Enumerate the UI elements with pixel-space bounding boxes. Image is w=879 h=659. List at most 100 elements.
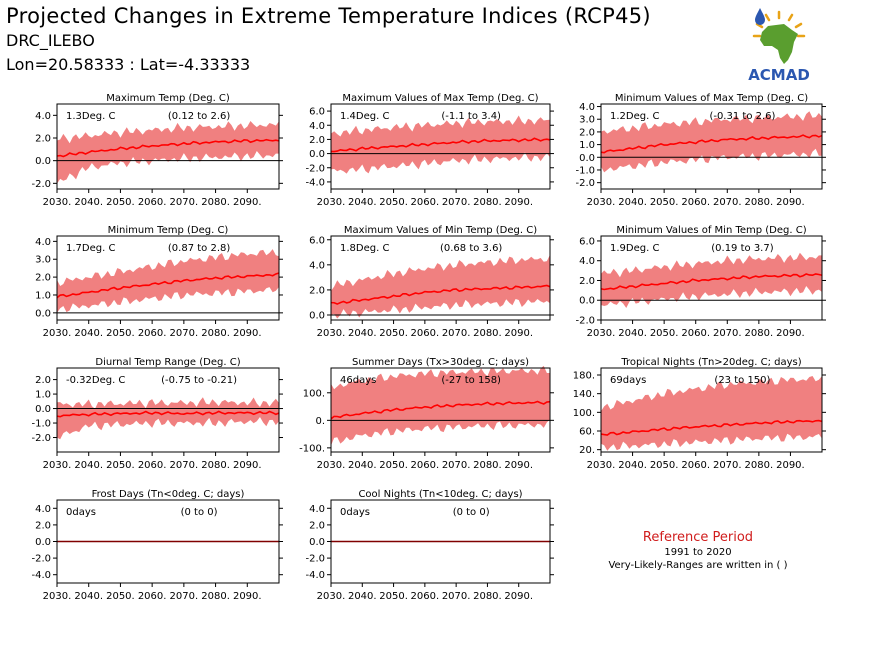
x-tick-label: 2030. bbox=[317, 328, 346, 339]
x-tick-label: 2040. bbox=[348, 460, 377, 471]
y-tick-label: 1.0 bbox=[35, 290, 51, 301]
y-tick-label: 20. bbox=[579, 445, 595, 456]
x-tick-label: 2030. bbox=[317, 460, 346, 471]
chart-panel: 6.0 4.0 2.0 0.0 2030. 2040. 2050. 2060. 2070. 208… bbox=[309, 225, 554, 339]
y-tick-label: 4.0 bbox=[309, 260, 325, 271]
chart-title: Frost Days (Tn<0deg. C; days) bbox=[92, 489, 245, 500]
x-tick-label: 2050. bbox=[379, 591, 408, 602]
x-tick-label: 2070. bbox=[170, 460, 199, 471]
x-tick-label: 2050. bbox=[379, 328, 408, 339]
x-tick-label: 2060. bbox=[138, 460, 167, 471]
range-band bbox=[57, 397, 279, 440]
mean-line bbox=[600, 419, 823, 436]
change-label: 1.9Deg. C bbox=[610, 243, 659, 254]
range-label: (-27 to 158) bbox=[441, 375, 501, 386]
y-tick-label: 4.0 bbox=[579, 256, 595, 267]
range-band bbox=[601, 375, 822, 451]
mean-line bbox=[56, 272, 280, 299]
x-tick-label: 2090. bbox=[504, 460, 533, 471]
range-label: (0.68 to 3.6) bbox=[440, 243, 502, 254]
x-tick-label: 2080. bbox=[201, 460, 230, 471]
x-tick-label: 2080. bbox=[473, 328, 502, 339]
range-label: (-0.31 to 2.6) bbox=[709, 111, 775, 122]
y-tick-label: 0.0 bbox=[309, 310, 325, 321]
y-tick-label: 2.0 bbox=[309, 135, 325, 146]
x-tick-label: 2030. bbox=[317, 591, 346, 602]
x-tick-label: 2080. bbox=[201, 328, 230, 339]
x-tick-label: 2060. bbox=[681, 460, 710, 471]
x-tick-label: 2050. bbox=[650, 460, 679, 471]
range-label: (-0.75 to -0.21) bbox=[161, 375, 237, 386]
x-tick-label: 2070. bbox=[170, 197, 199, 208]
x-tick-label: 2090. bbox=[233, 328, 262, 339]
change-label: 1.8Deg. C bbox=[340, 243, 389, 254]
plot-frame bbox=[56, 103, 280, 190]
x-tick-label: 2080. bbox=[745, 328, 774, 339]
x-tick-label: 2070. bbox=[713, 460, 742, 471]
x-tick-label: 2030. bbox=[587, 328, 616, 339]
y-tick-label: 2.0 bbox=[579, 127, 595, 138]
water-drop-icon bbox=[755, 8, 765, 25]
x-tick-label: 2070. bbox=[713, 197, 742, 208]
change-label: -0.32Deg. C bbox=[66, 375, 125, 386]
x-tick-label: 2030. bbox=[43, 460, 72, 471]
y-tick-label: -2.0 bbox=[31, 433, 51, 444]
y-tick-label: 180. bbox=[573, 371, 595, 382]
x-tick-label: 2050. bbox=[650, 197, 679, 208]
x-tick-label: 2080. bbox=[201, 591, 230, 602]
chart-title: Diurnal Temp Range (Deg. C) bbox=[95, 357, 240, 368]
y-tick-label: 0.0 bbox=[309, 149, 325, 160]
y-tick-label: 4.0 bbox=[35, 237, 51, 248]
chart-panel: 6.0 4.0 2.0 0.0 -2.0 -4.0 2030. 2040. 2050. 2060.… bbox=[305, 93, 554, 208]
x-tick-label: 2070. bbox=[713, 328, 742, 339]
y-tick-label: 6.0 bbox=[309, 235, 325, 246]
reference-years: 1991 to 2020 bbox=[664, 547, 732, 558]
x-tick-label: 2040. bbox=[74, 460, 103, 471]
x-tick-label: 2050. bbox=[106, 197, 135, 208]
range-label: (0.12 to 2.6) bbox=[168, 111, 230, 122]
reference-title: Reference Period bbox=[642, 530, 754, 545]
chart-title: Maximum Values of Min Temp (Deg. C) bbox=[344, 225, 537, 236]
range-label: (-1.1 to 3.4) bbox=[441, 111, 501, 122]
x-tick-label: 2050. bbox=[379, 197, 408, 208]
x-tick-label: 2090. bbox=[776, 197, 805, 208]
x-tick-label: 2070. bbox=[442, 197, 471, 208]
y-tick-label: 2.0 bbox=[579, 276, 595, 287]
x-tick-label: 2050. bbox=[106, 460, 135, 471]
y-tick-label: -4.0 bbox=[305, 570, 325, 581]
y-tick-label: -2.0 bbox=[575, 178, 595, 189]
range-band bbox=[57, 121, 279, 184]
change-label: 69days bbox=[610, 375, 646, 386]
chart-title: Summer Days (Tx>30deg. C; days) bbox=[352, 357, 529, 368]
y-tick-label: 100. bbox=[573, 408, 595, 419]
change-label: 0days bbox=[66, 507, 96, 518]
chart-title: Maximum Temp (Deg. C) bbox=[106, 93, 230, 104]
y-tick-label: 0.0 bbox=[309, 537, 325, 548]
plot-frame bbox=[56, 235, 280, 321]
x-tick-label: 2040. bbox=[74, 591, 103, 602]
x-tick-label: 2060. bbox=[138, 197, 167, 208]
x-tick-label: 2040. bbox=[618, 460, 647, 471]
y-tick-label: -4.0 bbox=[31, 570, 51, 581]
x-tick-label: 2040. bbox=[348, 591, 377, 602]
y-tick-label: -2.0 bbox=[305, 554, 325, 565]
x-tick-label: 2080. bbox=[201, 197, 230, 208]
x-tick-label: 2090. bbox=[233, 197, 262, 208]
mean-line bbox=[600, 134, 823, 154]
plot-frame bbox=[330, 235, 551, 321]
change-label: 1.3Deg. C bbox=[66, 111, 115, 122]
page-title: Projected Changes in Extreme Temperature… bbox=[6, 4, 651, 28]
x-tick-label: 2050. bbox=[650, 328, 679, 339]
reference-note: Very-Likely-Ranges are written in ( ) bbox=[608, 560, 788, 571]
y-tick-label: 2.0 bbox=[35, 134, 51, 145]
x-tick-label: 2070. bbox=[170, 591, 199, 602]
x-tick-label: 2070. bbox=[442, 328, 471, 339]
y-tick-label: -2.0 bbox=[305, 163, 325, 174]
x-tick-label: 2060. bbox=[681, 197, 710, 208]
y-tick-label: 0.0 bbox=[35, 156, 51, 167]
x-tick-label: 2080. bbox=[473, 197, 502, 208]
y-tick-label: 1.0 bbox=[35, 390, 51, 401]
y-tick-label: 100. bbox=[303, 388, 325, 399]
y-tick-label: 3.0 bbox=[579, 115, 595, 126]
